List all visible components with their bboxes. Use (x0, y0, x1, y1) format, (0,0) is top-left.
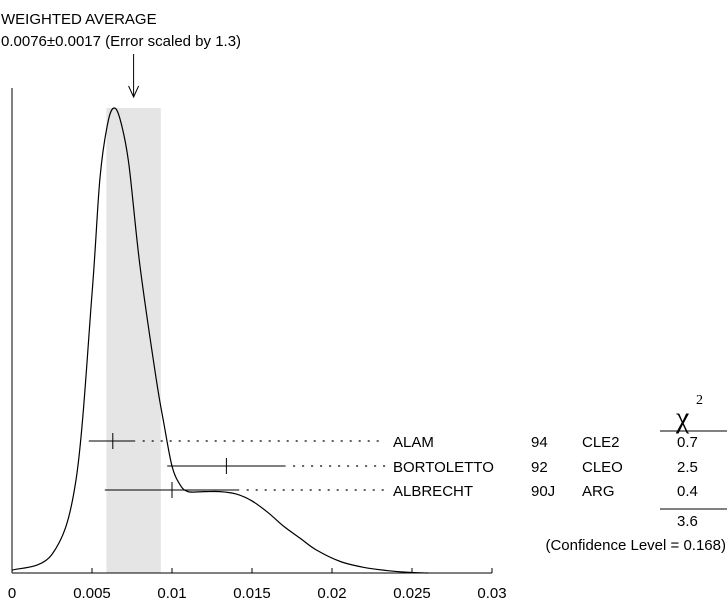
confidence-level: (Confidence Level = 0.168) (545, 537, 726, 554)
measurement-experiment: CLE2 (582, 434, 620, 451)
measurement-row: BORTOLETTO 92 CLEO 2.5 (167, 458, 698, 476)
chi2-exponent: 2 (696, 393, 703, 408)
measurement-row: ALBRECHT 90J ARG 0.4 (104, 482, 698, 500)
x-tick-label: 0.015 (233, 585, 271, 602)
measurement-year: 94 (531, 434, 548, 451)
measurement-year: 92 (531, 459, 548, 476)
x-axis-ticks: 0 0.005 0.01 0.015 0.02 0.025 0.03 (8, 568, 507, 602)
measurement-experiment: CLEO (582, 459, 623, 476)
measurement-author: ALBRECHT (393, 483, 473, 500)
measurements-group: ALAM 94 CLE2 0.7 BORTOLETTO 92 CLEO 2.5 ALBRECHT… (88, 433, 698, 500)
chart-title: WEIGHTED AVERAGE (1, 11, 157, 28)
x-tick-label: 0.03 (477, 585, 506, 602)
x-tick-label: 0.02 (317, 585, 346, 602)
measurement-year: 90J (531, 483, 555, 500)
chi2-total: 3.6 (677, 513, 698, 530)
chi2-symbol: χ (675, 401, 690, 434)
ideogram-curve (11, 107, 429, 574)
x-tick-label: 0.025 (393, 585, 431, 602)
measurement-author: ALAM (393, 434, 434, 451)
weighted-average-error-band (106, 108, 161, 573)
chart-subtitle: 0.0076±0.0017 (Error scaled by 1.3) (1, 33, 241, 50)
x-tick-label: 0.01 (157, 585, 186, 602)
measurement-chi2: 0.4 (677, 483, 698, 500)
measurement-experiment: ARG (582, 483, 615, 500)
measurement-chi2: 0.7 (677, 434, 698, 451)
measurement-row: ALAM 94 CLE2 0.7 (88, 433, 698, 451)
measurement-author: BORTOLETTO (393, 459, 494, 476)
weighted-average-arrow (128, 54, 140, 99)
x-tick-label: 0.005 (73, 585, 111, 602)
arrow-head (128, 85, 140, 99)
measurement-chi2: 2.5 (677, 459, 698, 476)
x-tick-label: 0 (8, 585, 16, 602)
